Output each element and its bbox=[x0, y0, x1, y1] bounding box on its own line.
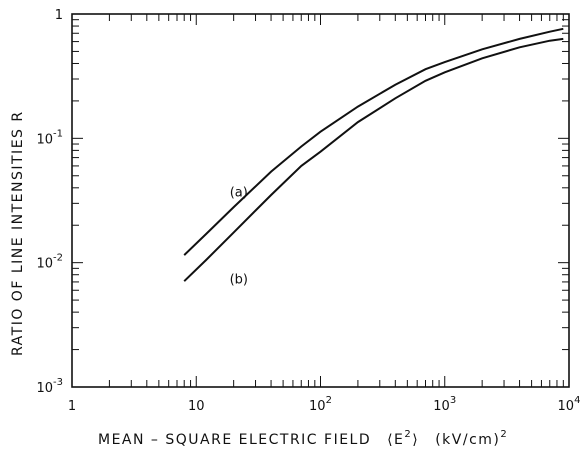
y-tick-label: 10-3 bbox=[36, 377, 63, 396]
x-axis-title: MEAN – SQUARE ELECTRIC FIELD ⟨E2⟩ (kV/cm… bbox=[98, 429, 508, 448]
y-tick-label: 10-2 bbox=[36, 253, 63, 272]
series-line-a bbox=[183, 27, 564, 256]
y-axis-title: RATIO OF LINE INTENSITIES R bbox=[10, 110, 26, 356]
plot-frame bbox=[71, 13, 570, 388]
series-annotation-b: (b) bbox=[230, 272, 248, 287]
tick-marks bbox=[71, 14, 569, 388]
x-tick-label: 1 bbox=[68, 399, 76, 414]
series-annotation-a: (a) bbox=[230, 186, 248, 201]
x-tick-label: 10 bbox=[188, 399, 205, 414]
y-tick-label: 1 bbox=[55, 8, 63, 23]
x-tick-label: 103 bbox=[433, 395, 456, 414]
x-tick-label: 102 bbox=[309, 395, 332, 414]
series-line-b bbox=[183, 37, 564, 282]
series-lines bbox=[183, 27, 564, 282]
x-tick-labels: 1 10 102 103 104 bbox=[68, 395, 581, 414]
series-annotations: (a) (b) bbox=[230, 186, 248, 288]
y-tick-label: 10-1 bbox=[36, 128, 63, 147]
y-tick-labels: 1 10-1 10-2 10-3 bbox=[36, 8, 63, 396]
x-tick-label: 104 bbox=[558, 395, 581, 414]
